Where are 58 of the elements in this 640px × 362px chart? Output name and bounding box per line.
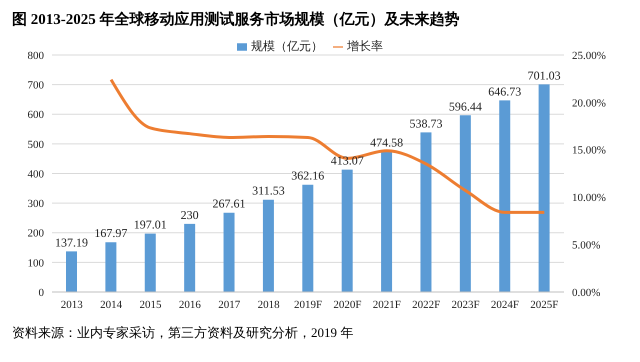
- x-tick-label: 2017: [218, 298, 241, 311]
- x-tick-label: 2014: [100, 298, 123, 311]
- x-tick-label: 2016: [178, 298, 202, 311]
- y-tick-label: 100: [28, 257, 44, 270]
- y2-tick-label: 15.00%: [572, 144, 606, 157]
- bar: [381, 151, 392, 292]
- bar: [420, 132, 432, 292]
- x-tick-label: 2019F: [294, 298, 322, 311]
- data-label: 167.97: [94, 226, 128, 240]
- data-label: 538.73: [409, 116, 442, 130]
- y-tick-label: 700: [28, 80, 44, 92]
- x-tick-label: 2021F: [372, 298, 401, 311]
- legend-label: 增长率: [347, 39, 383, 53]
- data-label: 596.44: [448, 99, 482, 114]
- data-label: 197.01: [134, 218, 167, 232]
- y2-tick-label: 20.00%: [572, 97, 606, 110]
- y-tick-label: 400: [28, 168, 44, 180]
- bar: [105, 242, 116, 292]
- x-tick-label: 2025F: [530, 298, 558, 311]
- bar: [302, 184, 314, 292]
- x-tick-label: 2018: [258, 298, 280, 311]
- bar: [184, 224, 196, 292]
- bar: [262, 200, 274, 292]
- y2-tick-label: 0.00%: [572, 286, 600, 299]
- bar: [66, 251, 77, 292]
- chart-title: 图 2013-2025 年全球移动应用测试服务市场规模（亿元）及未来趋势: [11, 10, 460, 30]
- data-label: 137.19: [55, 235, 88, 250]
- x-tick-label: 2020F: [333, 298, 362, 311]
- y-tick-label: 600: [28, 109, 44, 122]
- data-label: 701.03: [528, 68, 561, 82]
- text: 资料来源：业内专家采访，第三方资料及研究分析，2019 年: [11, 324, 354, 342]
- y2-tick-label: 10.00%: [572, 192, 606, 204]
- x-tick-label: 2023F: [451, 298, 480, 311]
- y-tick-label: 200: [28, 228, 44, 240]
- y-tick-label: 800: [28, 50, 44, 62]
- y2-tick-label: 25.00%: [572, 50, 606, 62]
- bar: [342, 170, 353, 292]
- y-tick-label: 500: [28, 138, 44, 151]
- y2-tick-label: 5.00%: [572, 240, 600, 252]
- data-label: 230: [180, 208, 199, 222]
- y-tick-label: 0: [38, 286, 44, 299]
- bar: [538, 84, 550, 292]
- data-label: 413.07: [330, 154, 364, 168]
- y-tick-label: 300: [28, 198, 44, 210]
- bar: [460, 115, 471, 292]
- legend-label: 规模（亿元）: [251, 39, 323, 53]
- data-label: 646.73: [488, 84, 522, 98]
- data-label: 311.53: [252, 184, 285, 198]
- x-tick-label: 2024F: [490, 298, 519, 311]
- data-label: 267.61: [212, 196, 246, 211]
- x-tick-label: 2013: [60, 298, 84, 311]
- x-tick-label: 2022F: [412, 298, 440, 311]
- x-tick-label: 2015: [139, 298, 162, 311]
- bar: [144, 234, 156, 292]
- data-label: 474.58: [370, 135, 404, 150]
- data-label: 362.16: [291, 168, 324, 183]
- bar: [499, 100, 510, 292]
- bar: [224, 212, 235, 292]
